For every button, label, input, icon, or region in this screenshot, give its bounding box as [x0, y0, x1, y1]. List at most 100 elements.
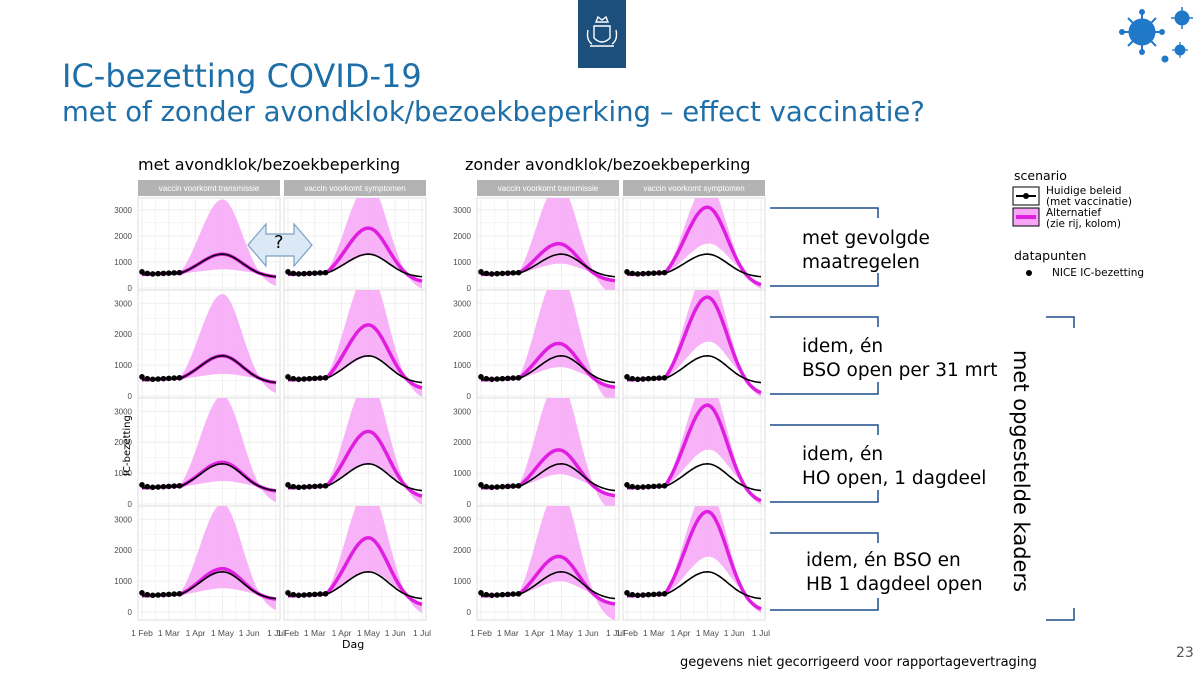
- y-tick-label: 2000: [453, 546, 471, 555]
- data-point: [306, 483, 313, 490]
- panel-content: [624, 398, 762, 505]
- x-tick-label: 1 Jun: [385, 628, 406, 638]
- confidence-band: [179, 506, 276, 611]
- confidence-band: [664, 506, 761, 613]
- y-tick-label: 3000: [453, 515, 471, 524]
- panel-content: [285, 290, 423, 397]
- confidence-band: [179, 199, 276, 286]
- data-point: [645, 591, 652, 598]
- y-tick-label: 1000: [114, 258, 132, 267]
- side-label: met opgestelde kaders: [1009, 349, 1033, 593]
- data-point: [634, 484, 641, 491]
- right-column-header: zonder avondklok/bezoekbeperking: [465, 155, 751, 174]
- y-tick-label: 2000: [114, 438, 132, 447]
- y-tick-label: 3000: [453, 206, 471, 215]
- data-point: [317, 591, 323, 597]
- confidence-band: [664, 290, 761, 397]
- chart-panel: 0 1000 2000 3000: [114, 397, 281, 513]
- data-point: [144, 375, 151, 382]
- y-tick-label: 2000: [114, 232, 132, 241]
- x-tick-label: 1 Mar: [158, 628, 180, 638]
- x-tick-label: 1 Mar: [497, 628, 519, 638]
- legend-item-alternative-line2: (zie rij, kolom): [1046, 218, 1121, 230]
- legend-item-alternative-line1: Alternatief: [1046, 207, 1102, 219]
- data-point: [295, 484, 302, 491]
- data-point: [166, 270, 172, 276]
- data-point: [306, 375, 313, 382]
- confidence-band: [179, 294, 276, 394]
- y-tick-label: 0: [128, 284, 133, 293]
- data-point: [499, 270, 506, 277]
- y-tick-label: 1000: [114, 577, 132, 586]
- data-point: [155, 484, 161, 490]
- data-point: [624, 590, 630, 596]
- data-point: [295, 271, 302, 277]
- chart-panel: 0 1000 2000 3000 1 Feb 1 Mar 1 Apr 1 May 1 Jun 1 …: [114, 505, 285, 638]
- arrow-question-mark: ?: [274, 232, 284, 253]
- x-tick-label: 1 Apr: [186, 628, 206, 638]
- data-point: [645, 483, 652, 490]
- chart-panel: 0 1000 2000 3000: [114, 289, 281, 405]
- data-point: [149, 376, 156, 383]
- chart-panel: vaccin voorkomt symptomen: [283, 180, 427, 297]
- confidence-band: [664, 398, 761, 505]
- x-tick-label: 1 Jul: [606, 628, 624, 638]
- data-point: [144, 270, 151, 277]
- legend-item-baseline: Huidige beleid (met vaccinatie): [1046, 186, 1132, 208]
- y-tick-label: 3000: [114, 299, 132, 308]
- data-point: [155, 376, 161, 382]
- x-tick-label: 1 Mar: [643, 628, 665, 638]
- data-point: [634, 271, 641, 277]
- data-point: [176, 590, 183, 597]
- panel-strip-label: vaccin voorkomt transmissie: [498, 184, 599, 193]
- x-tick-label: 1 Feb: [470, 628, 492, 638]
- x-tick-label: 1 Jun: [578, 628, 599, 638]
- panel-content: [139, 294, 277, 394]
- data-point: [295, 592, 302, 599]
- data-point: [483, 270, 490, 277]
- data-point: [478, 482, 484, 488]
- confidence-band: [179, 398, 276, 503]
- x-tick-label: 1 Feb: [277, 628, 299, 638]
- data-point: [176, 482, 183, 489]
- legend-points-label: NICE IC-bezetting: [1052, 267, 1145, 279]
- data-point: [640, 270, 646, 277]
- data-point: [515, 590, 522, 597]
- y-tick-label: 1000: [453, 577, 471, 586]
- panel-strip: [284, 180, 426, 196]
- panel-content: [624, 506, 762, 613]
- data-point: [645, 270, 652, 277]
- data-point: [488, 271, 495, 277]
- data-point: [301, 376, 307, 382]
- virus-decoration-icon: [1119, 7, 1193, 63]
- y-tick-label: 1000: [114, 469, 132, 478]
- data-point: [494, 484, 500, 490]
- chart-panel: [283, 397, 427, 513]
- y-tick-label: 1000: [114, 361, 132, 370]
- data-point: [322, 374, 329, 381]
- data-point: [166, 591, 172, 598]
- data-point: [155, 592, 161, 598]
- data-point: [483, 375, 490, 382]
- page-number: 23: [1176, 645, 1194, 661]
- data-point: [160, 483, 167, 490]
- row-label-2: idem, én BSO open per 31 mrt: [802, 335, 998, 383]
- x-axis-label: Dag: [342, 638, 365, 651]
- data-point: [312, 270, 318, 276]
- data-point: [139, 374, 145, 380]
- government-emblem: [578, 0, 626, 68]
- y-tick-label: 2000: [453, 438, 471, 447]
- legend-swatches: [1012, 186, 1040, 227]
- data-point: [139, 590, 145, 596]
- data-point: [661, 374, 668, 381]
- y-tick-label: 3000: [114, 206, 132, 215]
- x-tick-label: 1 Feb: [616, 628, 638, 638]
- panel-content: [478, 198, 616, 296]
- data-point: [149, 271, 156, 277]
- y-tick-label: 3000: [114, 407, 132, 416]
- data-point: [166, 483, 172, 490]
- data-point: [478, 374, 484, 380]
- data-point: [478, 590, 484, 596]
- data-point: [285, 269, 291, 275]
